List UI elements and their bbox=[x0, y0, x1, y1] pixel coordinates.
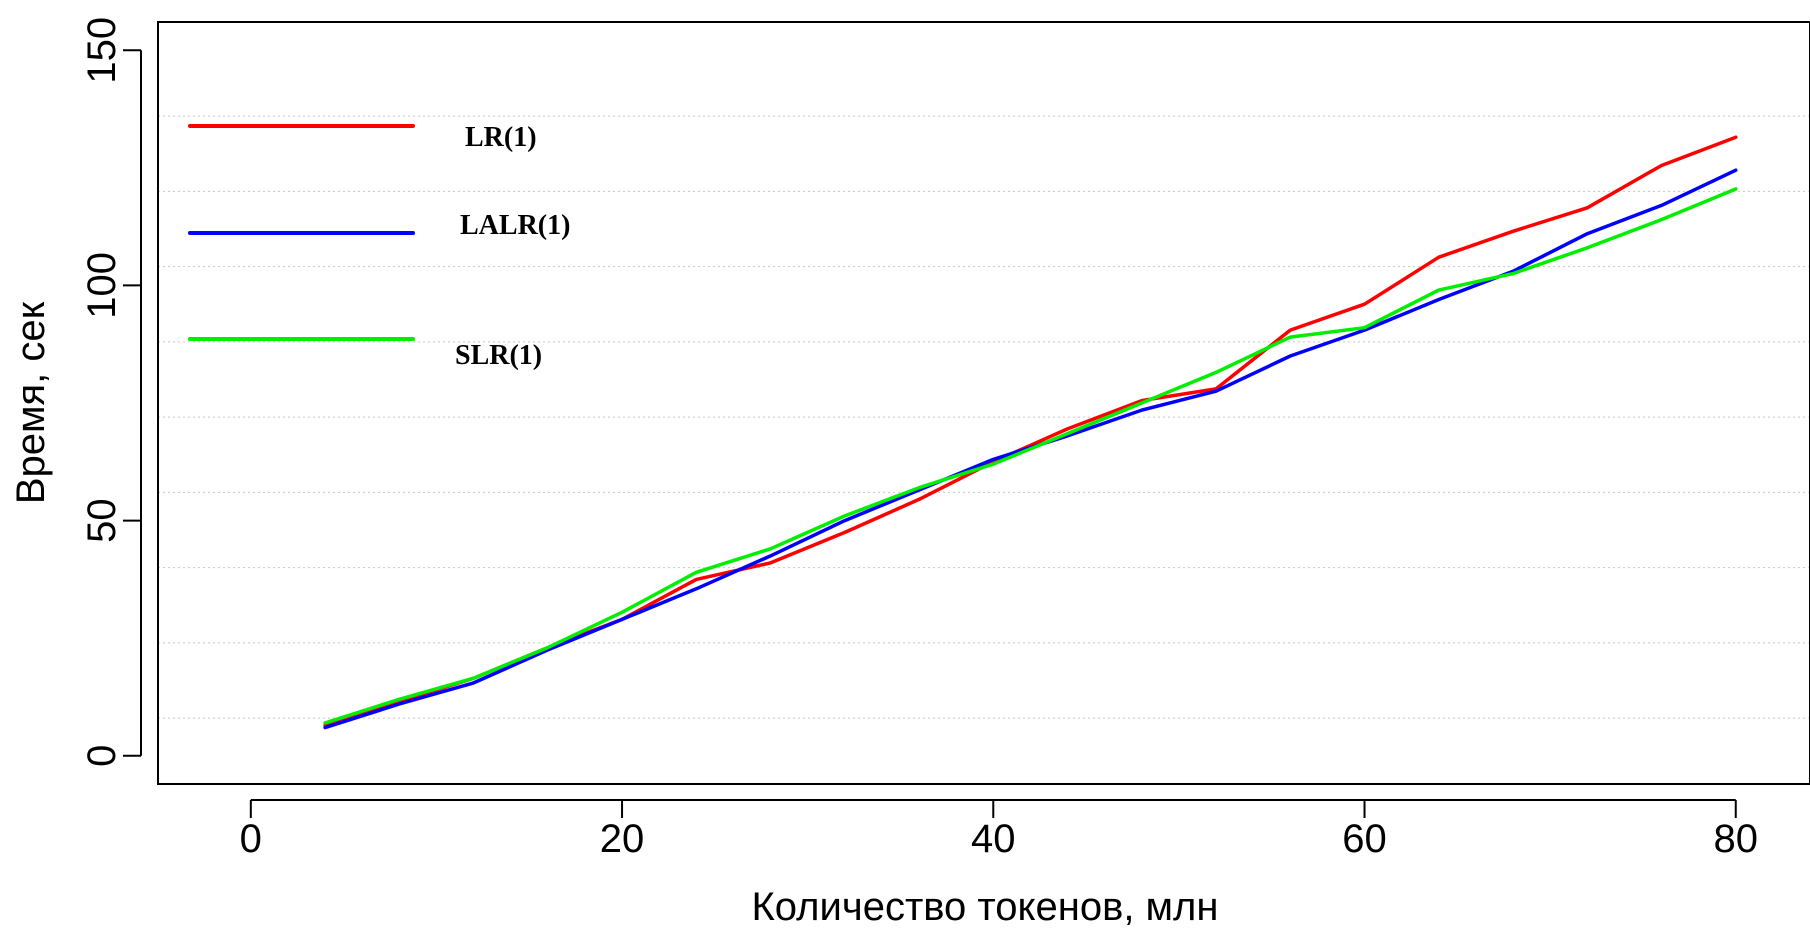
legend: LR(1) LALR(1) SLR(1) bbox=[188, 122, 570, 371]
x-axis-label: Количество токенов, млн bbox=[752, 885, 1219, 929]
legend-label-1: LALR(1) bbox=[460, 210, 570, 241]
gridlines bbox=[158, 115, 1810, 719]
x-tick-label-0: 0 bbox=[240, 817, 262, 861]
y-tick-label-1: 50 bbox=[80, 498, 124, 543]
y-tick-label-0: 0 bbox=[80, 745, 124, 767]
series-line-2 bbox=[323, 187, 1738, 725]
x-tick-label-4: 80 bbox=[1714, 817, 1759, 861]
x-tick-label-3: 60 bbox=[1342, 817, 1387, 861]
series-lines bbox=[323, 135, 1738, 730]
legend-label-0: LR(1) bbox=[465, 122, 537, 153]
axes: 0 20 40 60 80 0 50 100 150 bbox=[80, 17, 1758, 861]
y-axis-label: Время, сек bbox=[9, 301, 53, 504]
y-tick-label-3: 150 bbox=[80, 17, 124, 84]
legend-label-2: SLR(1) bbox=[455, 340, 542, 371]
x-tick-label-1: 20 bbox=[600, 817, 645, 861]
x-tick-label-2: 40 bbox=[971, 817, 1016, 861]
y-tick-label-2: 100 bbox=[80, 252, 124, 319]
plot-frame bbox=[157, 21, 1810, 785]
